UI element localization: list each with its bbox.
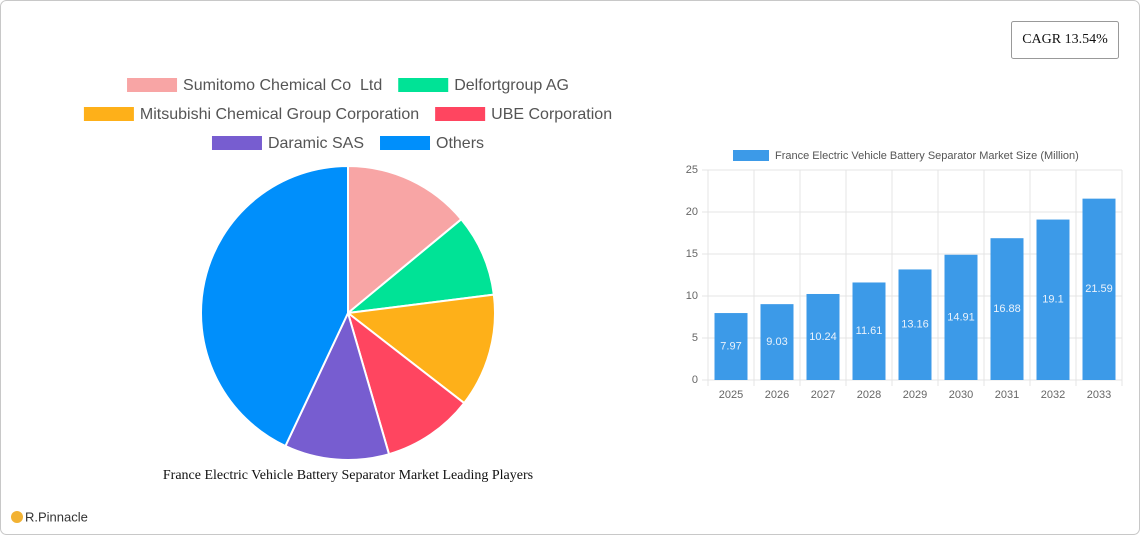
- brand-logo: [11, 511, 23, 523]
- brand: R.Pinnacle: [25, 509, 88, 524]
- bar: [760, 304, 794, 380]
- legend-swatch: [398, 78, 449, 92]
- bar: [806, 293, 840, 380]
- x-tick-label: 2026: [765, 389, 789, 401]
- cagr-badge: CAGR 13.54%: [1022, 32, 1108, 47]
- x-tick-label: 2029: [903, 389, 927, 401]
- value-label: 16.88: [993, 303, 1021, 315]
- y-tick-label: 20: [686, 206, 698, 218]
- pie-slice: [347, 164, 463, 316]
- bar: [714, 313, 748, 380]
- y-tick-label: 10: [686, 290, 698, 302]
- pie-slice: [200, 164, 349, 448]
- legend-label: Delfortgroup AG: [454, 77, 569, 94]
- y-tick-label: 25: [686, 164, 698, 176]
- bar: [990, 238, 1024, 380]
- x-tick-label: 2032: [1041, 389, 1065, 401]
- legend-swatch: [435, 107, 486, 121]
- pie-title: France Electric Vehicle Battery Separato…: [163, 468, 533, 483]
- legend-label: Others: [436, 135, 484, 152]
- legend-label: Sumitomo Chemical Co Ltd: [183, 77, 382, 94]
- value-label: 13.16: [901, 319, 929, 331]
- pie-chart: Sumitomo Chemical Co Ltd Delfortgroup AG M…: [83, 77, 612, 461]
- value-label: 11.61: [856, 325, 883, 337]
- x-tick-label: 2031: [995, 389, 1019, 401]
- cagr-box: [1011, 21, 1119, 59]
- x-tick-label: 2027: [811, 389, 835, 401]
- x-tick-label: 2025: [719, 389, 743, 401]
- y-tick-label: 15: [686, 248, 698, 260]
- bar: [944, 254, 978, 380]
- x-tick-label: 2030: [949, 389, 973, 401]
- bar: [1036, 219, 1070, 380]
- pie-slice: [344, 217, 495, 315]
- legend-swatch: [733, 150, 769, 161]
- value-label: 7.97: [720, 340, 741, 352]
- legend-label: Mitsubishi Chemical Group Corporation: [140, 106, 419, 123]
- legend-label: UBE Corporation: [491, 106, 612, 123]
- bar: [852, 282, 886, 380]
- legend-swatch: [380, 136, 431, 150]
- pie-slice: [346, 310, 466, 456]
- pie-slice: [284, 310, 391, 461]
- value-label: 14.91: [947, 311, 975, 323]
- x-tick-label: 2028: [857, 389, 881, 401]
- value-label: 21.59: [1085, 283, 1113, 295]
- legend-swatch: [83, 107, 134, 121]
- value-label: 10.24: [809, 331, 837, 343]
- value-label: 9.03: [766, 336, 787, 348]
- legend-swatch: [211, 136, 262, 150]
- legend-swatch: [127, 78, 178, 92]
- value-label: 19.1: [1042, 294, 1063, 306]
- bar: [898, 269, 932, 380]
- y-tick-label: 0: [692, 374, 698, 386]
- legend-label: France Electric Vehicle Battery Separato…: [775, 150, 1079, 162]
- bar: [1082, 198, 1116, 380]
- x-tick-label: 2033: [1087, 389, 1111, 401]
- y-tick-label: 5: [692, 332, 698, 344]
- legend-label: Daramic SAS: [268, 135, 364, 152]
- pie-slice: [345, 293, 496, 405]
